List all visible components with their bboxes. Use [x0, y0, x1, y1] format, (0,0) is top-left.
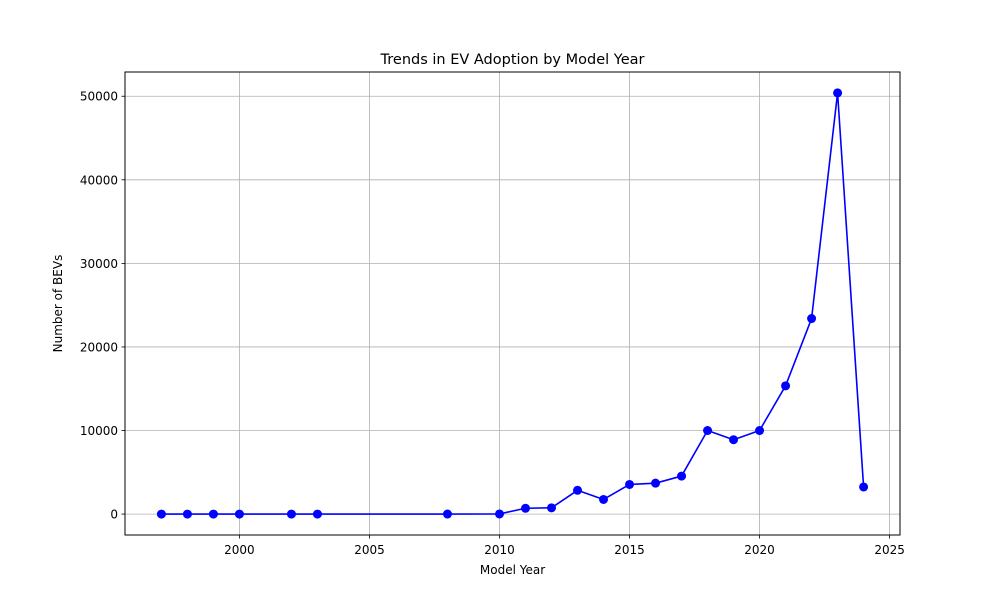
x-tick-label: 2025 — [874, 543, 905, 557]
data-point — [677, 471, 687, 481]
x-axis-label: Model Year — [480, 563, 545, 577]
data-point — [781, 381, 791, 391]
series-line — [161, 92, 865, 515]
data-point — [703, 426, 713, 436]
data-point — [833, 88, 843, 98]
data-point — [573, 485, 583, 495]
x-tick-label: 2010 — [484, 543, 515, 557]
y-axis-label: Number of BEVs — [51, 255, 65, 353]
x-tick-label: 2000 — [224, 543, 255, 557]
data-point — [156, 509, 166, 519]
data-point — [442, 509, 452, 519]
y-tick-label: 30000 — [80, 257, 118, 271]
data-point — [625, 479, 635, 489]
plot-frame — [124, 71, 901, 536]
data-point — [494, 509, 504, 519]
data-point — [807, 314, 817, 324]
data-point — [547, 503, 557, 513]
data-point — [286, 509, 296, 519]
data-point — [312, 509, 322, 519]
data-point — [651, 478, 661, 488]
data-point — [521, 503, 531, 513]
x-tick-label: 2020 — [744, 543, 775, 557]
data-point — [182, 509, 192, 519]
data-point — [755, 426, 765, 436]
series-group — [156, 88, 869, 519]
data-point — [599, 494, 609, 504]
y-tick-label: 50000 — [80, 90, 118, 104]
data-point — [859, 482, 869, 492]
y-tick-label: 10000 — [80, 424, 118, 438]
data-point — [208, 509, 218, 519]
y-tick-label: 40000 — [80, 173, 118, 187]
grid-lines — [125, 72, 900, 535]
y-tick-label: 20000 — [80, 340, 118, 354]
data-point — [729, 435, 739, 445]
x-tick-label: 2005 — [354, 543, 385, 557]
x-tick-label: 2015 — [614, 543, 645, 557]
data-point — [234, 509, 244, 519]
y-tick-label: 0 — [110, 508, 118, 522]
axis-ticks: 2000 2005 2010 2015 2020 2025 0 10000 20000 30000… — [80, 90, 905, 557]
chart-title: Trends in EV Adoption by Model Year — [380, 52, 645, 68]
